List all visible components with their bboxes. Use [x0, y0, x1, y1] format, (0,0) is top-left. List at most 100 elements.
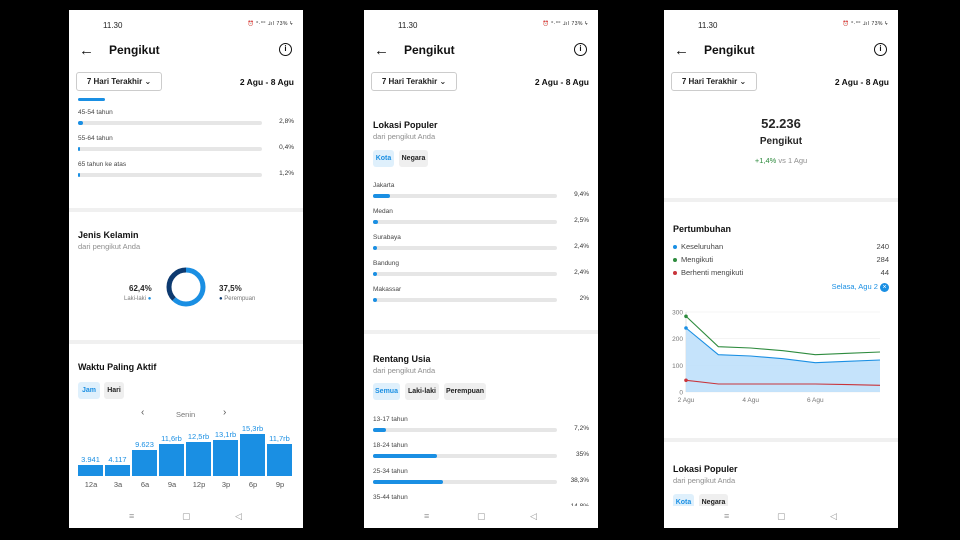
tab-country[interactable]: Negara [699, 494, 728, 506]
back-nav-icon[interactable]: ◁ [830, 511, 837, 521]
home-nav-icon[interactable]: ▢ [182, 511, 191, 521]
series-point[interactable] [684, 326, 688, 330]
active-bar: 11,7rb [267, 434, 292, 476]
prev-day-chevron-icon[interactable]: ‹ [141, 407, 145, 418]
legend-value: 44 [880, 268, 889, 277]
header: ← Pengikut i [664, 40, 898, 62]
age-range-card: Rentang Usia dari pengikut Anda Semua La… [364, 334, 598, 506]
selected-date-chip[interactable]: Selasa, Agu 2 × [832, 282, 889, 292]
date-range-text: 2 Agu - 8 Agu [534, 77, 589, 87]
gender-donut-chart [166, 267, 206, 307]
status-icons: ⏰ ⁰·⁰⁰ ⅃ıl 73% ϟ [542, 21, 588, 27]
tab-all[interactable]: Semua [373, 383, 400, 400]
phone-screen-1: 11.30 ⏰ ⁰·⁰⁰ ⅃ıl 73% ϟ ← Pengikut i 7 Ha… [69, 10, 303, 528]
section-title: Pertumbuhan [673, 224, 732, 234]
bar-row: 65 tahun ke atas 1,2% [78, 161, 294, 183]
info-icon[interactable]: i [574, 43, 587, 56]
active-bar: 13,1rb [213, 430, 238, 476]
next-day-chevron-icon[interactable]: › [223, 407, 227, 418]
legend-value: 240 [876, 242, 889, 251]
series-point[interactable] [684, 314, 688, 319]
home-nav-icon[interactable]: ▢ [777, 511, 786, 521]
filter-bar: 7 Hari Terakhir ⌄ 2 Agu - 8 Agu [69, 72, 303, 102]
series-point[interactable] [684, 378, 688, 383]
total-followers-label: Pengikut [759, 136, 803, 147]
active-bar-value: 11,7rb [269, 433, 290, 443]
page-title: Pengikut [704, 43, 755, 57]
status-bar: 11.30 ⏰ ⁰·⁰⁰ ⅃ıl 73% ϟ [364, 10, 598, 38]
bar-percent: 14,8% [571, 503, 589, 506]
tab-men[interactable]: Laki-laki [405, 383, 439, 400]
bar-track [373, 272, 557, 276]
phone-screen-3: 11.30 ⏰ ⁰·⁰⁰ ⅃ıl 73% ϟ ← Pengikut i 7 Ha… [664, 10, 898, 528]
close-icon[interactable]: × [880, 283, 889, 292]
bar-percent: 1,2% [279, 170, 294, 177]
section-title: Lokasi Populer [373, 120, 438, 130]
bar-label: 55-64 tahun [78, 135, 113, 142]
status-time: 11.30 [398, 21, 418, 30]
bar-track [78, 147, 262, 151]
date-range-dropdown[interactable]: 7 Hari Terakhir ⌄ [671, 72, 757, 91]
home-nav-icon[interactable]: ▢ [477, 511, 486, 521]
legend-item: Mengikuti 284 [673, 255, 889, 266]
active-x-label: 9p [275, 480, 285, 489]
section-title: Lokasi Populer [673, 464, 738, 474]
system-nav-bar: ≡ ▢ ◁ [664, 506, 898, 528]
info-icon[interactable]: i [874, 43, 887, 56]
active-x-label: 6a [140, 480, 150, 489]
bar-label: 65 tahun ke atas [78, 161, 127, 168]
change-suffix: vs 1 Agu [778, 156, 808, 165]
y-tick-label: 200 [672, 336, 683, 343]
menu-nav-icon[interactable]: ≡ [129, 511, 135, 521]
bar-fill [373, 220, 378, 224]
female-label: ● Perempuan [219, 296, 256, 302]
tab-hours[interactable]: Jam [78, 382, 100, 399]
header: ← Pengikut i [69, 40, 303, 62]
status-icons: ⏰ ⁰·⁰⁰ ⅃ıl 73% ϟ [842, 21, 888, 27]
tab-days[interactable]: Hari [104, 382, 124, 399]
legend-dot [673, 245, 677, 250]
legend-dot [673, 258, 677, 263]
bar-fill [373, 272, 378, 276]
back-arrow-icon[interactable]: ← [79, 42, 94, 59]
legend-dot [673, 271, 677, 276]
active-bar-value: 3.941 [81, 455, 100, 465]
info-icon[interactable]: i [279, 43, 292, 56]
date-range-dropdown[interactable]: 7 Hari Terakhir ⌄ [371, 72, 457, 91]
bar-percent: 2,4% [574, 269, 589, 276]
active-x-label: 6p [248, 480, 258, 489]
bar-label: Jakarta [373, 182, 395, 189]
menu-nav-icon[interactable]: ≡ [724, 511, 730, 521]
selected-date-label: Selasa, Agu 2 [831, 282, 878, 291]
filter-bar: 7 Hari Terakhir ⌄ 2 Agu - 8 Agu [664, 72, 898, 102]
menu-nav-icon[interactable]: ≡ [424, 511, 430, 521]
back-nav-icon[interactable]: ◁ [530, 511, 537, 521]
active-bar-value: 11,6rb [161, 434, 182, 444]
content-scroll[interactable]: 52.236 Pengikut +1,4% vs 1 Agu Pertumbuh… [664, 98, 898, 506]
tab-city[interactable]: Kota [673, 494, 694, 506]
system-nav-bar: ≡ ▢ ◁ [364, 506, 598, 528]
date-range-text: 2 Agu - 8 Agu [239, 77, 294, 87]
section-subtitle: dari pengikut Anda [78, 242, 141, 251]
male-label-text: Laki-laki [124, 296, 147, 302]
back-arrow-icon[interactable]: ← [674, 42, 689, 59]
bar-row: 45-54 tahun 2,8% [78, 109, 294, 131]
back-arrow-icon[interactable]: ← [374, 42, 389, 59]
tab-city[interactable]: Kota [373, 150, 394, 167]
content-scroll[interactable]: Lokasi Populer dari pengikut Anda Kota N… [364, 98, 598, 506]
female-label-text: Perempuan [224, 296, 256, 302]
tab-country[interactable]: Negara [399, 150, 428, 167]
bar-fill [373, 480, 444, 484]
bar-label: 13-17 tahun [373, 416, 408, 423]
date-range-dropdown[interactable]: 7 Hari Terakhir ⌄ [76, 72, 162, 91]
status-time: 11.30 [698, 21, 718, 30]
bar-row: Medan 2,5% [373, 208, 589, 230]
growth-line-chart: 0 100 200 300 2 Agu 4 Agu 6 Agu [672, 310, 881, 404]
male-percent: 62,4% [129, 284, 152, 293]
section-title: Waktu Paling Aktif [78, 362, 157, 372]
total-followers-count: 52.236 [761, 116, 801, 131]
legend-label: Mengikuti [681, 255, 714, 264]
back-nav-icon[interactable]: ◁ [235, 511, 242, 521]
tab-women[interactable]: Perempuan [444, 383, 486, 400]
content-scroll[interactable]: 45-54 tahun 2,8% 55-64 tahun 0,4% 65 tahun k… [69, 98, 303, 506]
